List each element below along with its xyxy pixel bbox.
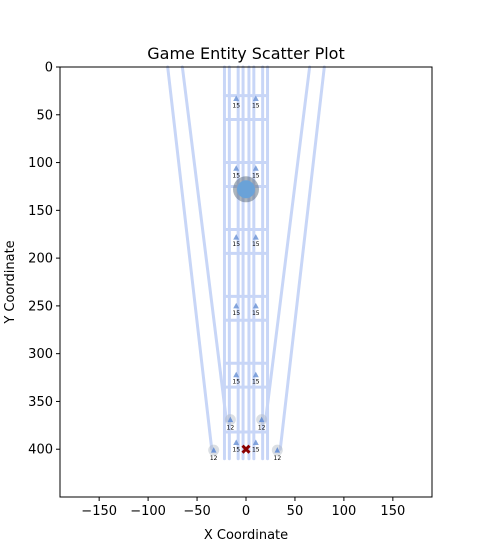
y-tick-label: 50 (36, 108, 53, 123)
x-tick-label: 50 (287, 504, 304, 519)
entity-label-6: 15 (232, 310, 240, 317)
entity-marker-1 (252, 95, 259, 102)
entity-marker-11 (252, 439, 259, 446)
entity-label-2: 15 (232, 172, 240, 179)
entity-label-3: 15 (252, 172, 260, 179)
node-triangle-2 (210, 447, 217, 453)
entity-label-1: 15 (252, 103, 260, 110)
y-tick-label: 350 (28, 395, 53, 410)
y-tick-label: 300 (28, 347, 53, 362)
player-marker (237, 180, 255, 199)
x-tick-label: 100 (331, 504, 356, 519)
entity-marker-10 (233, 439, 240, 446)
entity-marker-8 (233, 371, 240, 378)
entity-label-10: 15 (232, 447, 240, 454)
y-tick-label: 100 (28, 156, 53, 171)
node-label-2: 12 (210, 455, 218, 462)
x-tick-label: 150 (380, 504, 405, 519)
entity-label-4: 15 (232, 241, 240, 248)
entity-marker-3 (252, 165, 259, 171)
y-tick-label: 0 (45, 61, 53, 76)
node-triangle-0 (227, 416, 234, 423)
plot-content: 12 12 12 12 15 15 15 15 15 15 15 15 15 15 15 15 (166, 65, 326, 462)
x-tick-label: −100 (130, 504, 166, 519)
entity-marker-4 (233, 234, 240, 240)
y-tick-label: 200 (28, 252, 53, 267)
path-line-2 (278, 65, 326, 451)
entity-label-0: 15 (232, 103, 240, 110)
entity-marker-9 (252, 371, 259, 378)
x-tick-label: 0 (242, 504, 250, 519)
entity-label-8: 15 (232, 379, 240, 386)
node-label-1: 12 (258, 425, 266, 432)
x-axis: −150 −100 −50 0 50 100 150 (81, 497, 405, 519)
entity-marker-7 (252, 302, 259, 309)
y-axis-label: Y Coordinate (3, 240, 18, 324)
node-label-0: 12 (227, 425, 235, 432)
entity-label-7: 15 (252, 310, 260, 317)
entity-marker-2 (233, 165, 240, 171)
y-axis: 0 50 100 150 200 250 300 350 400 (28, 61, 60, 458)
entity-label-11: 15 (252, 447, 260, 454)
node-label-3: 12 (274, 455, 282, 462)
node-triangle-3 (274, 447, 281, 453)
x-axis-label: X Coordinate (204, 528, 288, 543)
path-line-0 (166, 65, 214, 451)
node-triangle-1 (258, 416, 265, 423)
entity-marker-6 (233, 302, 240, 309)
path-line-1 (180, 65, 228, 423)
path-line-3 (264, 65, 312, 423)
entity-marker-5 (252, 234, 259, 240)
entity-label-5: 15 (252, 241, 260, 248)
y-tick-label: 150 (28, 204, 53, 219)
entity-marker-0 (233, 95, 240, 102)
target-marker (241, 444, 251, 454)
y-tick-label: 250 (28, 299, 53, 314)
chart-title: Game Entity Scatter Plot (147, 44, 344, 63)
y-tick-label: 400 (28, 443, 53, 458)
x-tick-label: −150 (81, 504, 117, 519)
x-tick-label: −50 (183, 504, 210, 519)
entity-label-9: 15 (252, 379, 260, 386)
